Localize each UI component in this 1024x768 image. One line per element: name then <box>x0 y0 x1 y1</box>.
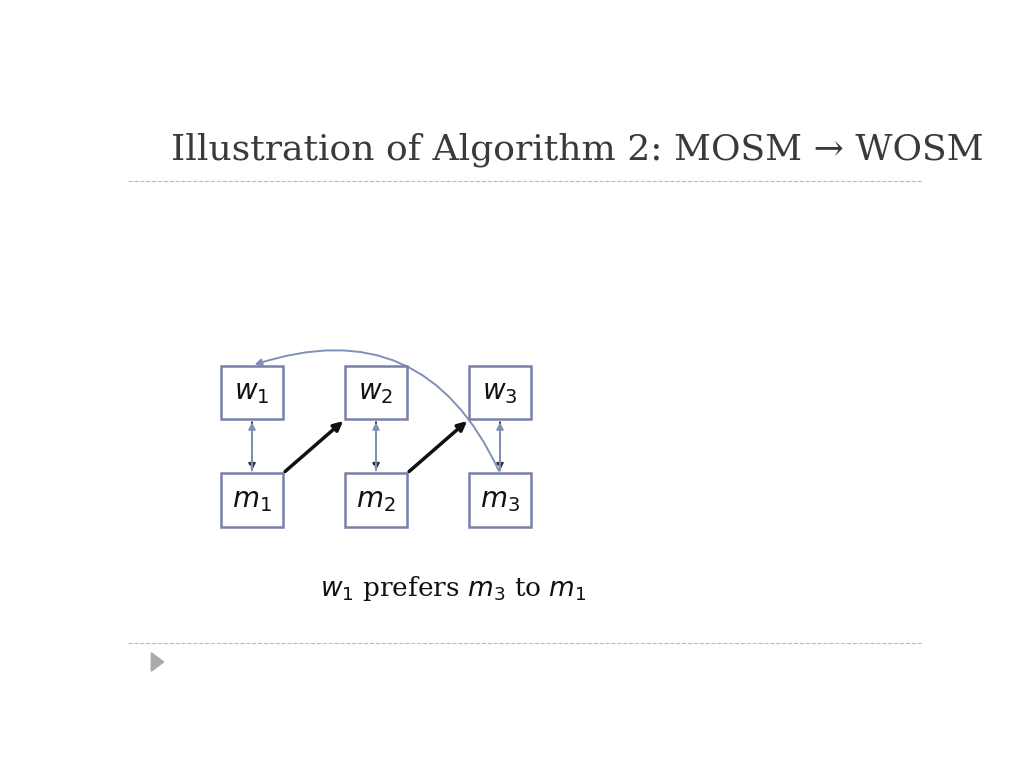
Text: $m_{2}$: $m_{2}$ <box>356 487 395 514</box>
FancyBboxPatch shape <box>221 473 283 527</box>
FancyBboxPatch shape <box>345 366 407 419</box>
Text: $w_{1}$: $w_{1}$ <box>234 379 269 406</box>
Polygon shape <box>152 653 164 671</box>
FancyBboxPatch shape <box>469 473 531 527</box>
Text: Illustration of Algorithm 2: MOSM → WOSM: Illustration of Algorithm 2: MOSM → WOSM <box>171 133 983 167</box>
FancyBboxPatch shape <box>221 366 283 419</box>
Text: $m_{1}$: $m_{1}$ <box>232 487 271 514</box>
FancyBboxPatch shape <box>345 473 407 527</box>
Text: $w_{3}$: $w_{3}$ <box>482 379 518 406</box>
Text: $w_{2}$: $w_{2}$ <box>358 379 393 406</box>
FancyBboxPatch shape <box>469 366 531 419</box>
Text: $w_1$ prefers $m_3$ to $m_1$: $w_1$ prefers $m_3$ to $m_1$ <box>321 574 587 604</box>
Text: $m_{3}$: $m_{3}$ <box>480 487 520 514</box>
